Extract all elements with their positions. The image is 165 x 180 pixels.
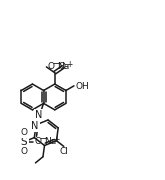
- Text: −: −: [53, 59, 61, 69]
- Text: N: N: [31, 121, 39, 131]
- Text: N: N: [35, 110, 43, 120]
- Text: O: O: [21, 128, 28, 137]
- Text: Na: Na: [44, 137, 57, 146]
- Text: +: +: [66, 60, 73, 69]
- Text: S: S: [21, 137, 28, 147]
- Text: −: −: [40, 134, 48, 144]
- Text: +: +: [53, 135, 60, 144]
- Text: O: O: [59, 62, 66, 71]
- Text: O: O: [34, 137, 41, 146]
- Text: Na: Na: [57, 62, 69, 71]
- Text: O: O: [21, 147, 28, 156]
- Text: OH: OH: [75, 82, 89, 91]
- Text: Cl: Cl: [59, 147, 68, 156]
- Text: O: O: [47, 62, 54, 71]
